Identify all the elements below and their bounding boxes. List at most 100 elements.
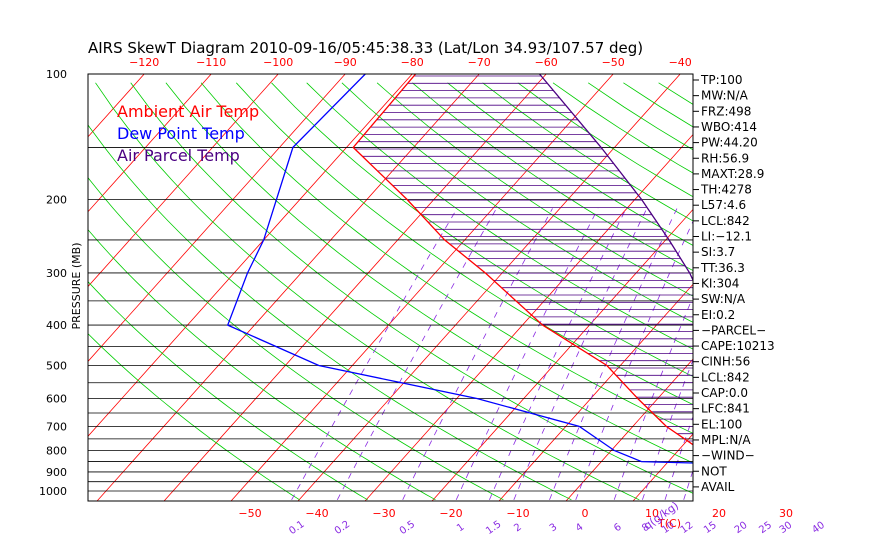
- bottom-temperature-tick-label: −30: [372, 507, 395, 520]
- air-parcel-temp-line: [539, 74, 693, 282]
- stability-index-item: SI:3.7: [701, 245, 735, 259]
- mixing-ratio-label: 15: [702, 520, 719, 536]
- mixing-ratio-label: 25: [757, 520, 774, 536]
- mixing-ratio-line: [763, 208, 855, 499]
- isotherm-line: [88, 74, 413, 437]
- top-temperature-tick-labels: −120 −110 −100 −90 −80 −70 −60 −50 −40: [129, 56, 692, 69]
- stability-index-item: −PARCEL−: [701, 323, 766, 337]
- dry-adiabat-line: [341, 82, 693, 323]
- top-temperature-tick-label: −110: [196, 56, 226, 69]
- isotherm-line: [834, 74, 870, 501]
- pressure-tick-label: 600: [46, 392, 67, 405]
- pressure-tick-label: 100: [46, 68, 67, 81]
- plot-frame: [87, 73, 694, 502]
- bottom-temperature-tick-label: 20: [712, 507, 726, 520]
- stability-index-item: SW:N/A: [701, 292, 746, 306]
- stability-index-item: KI:304: [701, 276, 739, 290]
- isotherm-line: [230, 74, 614, 501]
- mixing-ratio-label: 2: [512, 522, 524, 535]
- mixing-ratio-line: [575, 220, 693, 500]
- mixing-ratio-label: 8: [640, 522, 652, 535]
- mixing-ratio-line: [642, 358, 693, 500]
- stability-index-item: MW:N/A: [701, 89, 749, 103]
- sounding-profiles: [226, 74, 693, 464]
- isotherm-line: [767, 74, 870, 501]
- bottom-temperature-tick-label: −10: [506, 507, 529, 520]
- isotherm-line: [0, 74, 77, 501]
- mixing-ratio-label: 3: [548, 522, 560, 535]
- dry-adiabat-line: [835, 83, 870, 500]
- stability-index-item: FRZ:498: [701, 104, 751, 118]
- stability-index-item: CINH:56: [701, 355, 750, 369]
- top-temperature-tick-label: −40: [669, 56, 692, 69]
- pressure-tick-label: 1000: [39, 485, 67, 498]
- dry-adiabat-line: [799, 83, 870, 500]
- stability-index-item: EL:100: [701, 417, 742, 431]
- stability-index-item: TH:4278: [700, 183, 752, 197]
- bottom-temperature-tick-label: 30: [779, 507, 793, 520]
- isotherm-line: [88, 74, 346, 362]
- dry-adiabat-line: [482, 82, 693, 222]
- dry-adiabat-line: [95, 82, 640, 501]
- dry-adiabat-grid: [88, 82, 870, 501]
- mixing-ratio-line: [489, 208, 627, 500]
- mixing-ratio-line: [613, 295, 693, 500]
- isotherm-line: [0, 74, 10, 501]
- legend-dew-point-temp: Dew Point Temp: [117, 124, 245, 143]
- bottom-temperature-tick-label: −50: [238, 507, 261, 520]
- mixing-ratio-label: 30: [778, 520, 795, 536]
- legend-ambient-air-temp: Ambient Air Temp: [117, 102, 259, 121]
- chart-title: AIRS SkewT Diagram 2010-09-16/05:45:38.3…: [88, 39, 643, 57]
- stability-index-item: TP:100: [700, 73, 743, 87]
- dew-point-temp-line: [226, 74, 693, 464]
- mixing-ratio-label: 4: [574, 522, 586, 535]
- dry-adiabat-line: [447, 82, 693, 246]
- stability-index-item: AVAIL: [701, 480, 735, 494]
- top-temperature-tick-label: −100: [263, 56, 293, 69]
- stability-index-item: LCL:842: [701, 214, 750, 228]
- bottom-temperature-tick-labels: −50 −40 −30 −20 −10 0 10 20 30: [238, 507, 793, 520]
- pressure-tick-label: 200: [46, 194, 67, 207]
- stability-index-item: CAPE:10213: [701, 339, 775, 353]
- mixing-ratio-label: 1.5: [484, 519, 503, 537]
- stability-index-item: TT:36.3: [700, 261, 745, 275]
- legend-air-parcel-temp: Air Parcel Temp: [117, 146, 240, 165]
- stability-index-item: NOT: [701, 464, 727, 478]
- isotherm-line: [88, 74, 212, 213]
- mixing-ratio-label: 0.2: [333, 519, 352, 537]
- mixing-ratio-label: 12: [679, 520, 696, 536]
- stability-index-item: MAXT:28.9: [701, 167, 764, 181]
- isotherm-line: [163, 74, 547, 501]
- legend: Ambient Air Temp Dew Point Temp Air Parc…: [117, 102, 259, 165]
- stability-index-item: LFC:841: [701, 402, 750, 416]
- stability-index-item: RH:56.9: [701, 151, 749, 165]
- pressure-tick-label: 800: [46, 445, 67, 458]
- pressure-tick-label: 900: [46, 466, 67, 479]
- mixing-ratio-line: [664, 415, 693, 500]
- bottom-temperature-tick-label: 10: [645, 507, 659, 520]
- dry-adiabat-line: [88, 333, 300, 501]
- pressure-tick-label: 700: [46, 420, 67, 433]
- mixing-ratio-labels: 0.1 0.2 0.5 1 1.5 2 3 4 6 8 10 12 15 20 25 30 40: [287, 519, 827, 537]
- dry-adiabat-line: [764, 83, 870, 500]
- dry-adiabat-line: [165, 82, 693, 464]
- dry-adiabat-line: [130, 82, 693, 494]
- top-temperature-tick-label: −60: [535, 56, 558, 69]
- mixing-ratio-line: [816, 208, 870, 499]
- mixing-ratio-line: [455, 208, 599, 500]
- stability-index-item: L57:4.6: [701, 198, 746, 212]
- mixing-ratio-label: 0.5: [398, 519, 417, 537]
- pressure-tick-label: 400: [46, 319, 67, 332]
- top-temperature-tick-label: −50: [602, 56, 625, 69]
- dry-adiabat-line: [306, 82, 693, 350]
- dry-adiabat-line: [412, 82, 693, 272]
- ambient-air-temp-line: [352, 74, 693, 446]
- isobar-grid: [88, 74, 693, 492]
- mixing-ratio-line: [683, 469, 693, 500]
- mixing-ratio-label: 1: [455, 522, 467, 535]
- top-temperature-tick-label: −90: [334, 56, 357, 69]
- temperature-unit-label: T(C): [657, 517, 681, 530]
- dry-adiabat-line: [236, 82, 693, 406]
- dry-adiabat-line: [376, 82, 693, 297]
